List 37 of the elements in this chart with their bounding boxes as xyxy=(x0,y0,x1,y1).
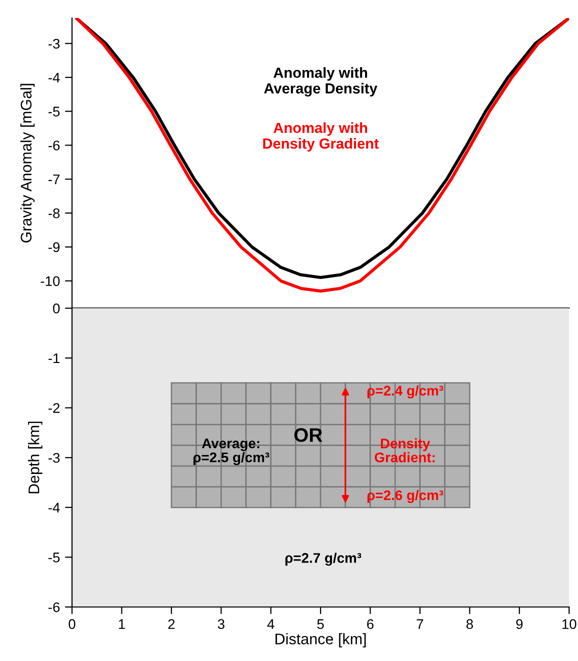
y-tick-label: 0 xyxy=(53,304,60,314)
y-tick-label: -9 xyxy=(48,242,60,252)
y-tick-label: -1 xyxy=(48,353,60,364)
annotation: ρ=2.4 g/cm³ xyxy=(367,385,444,398)
y-tick-label: -10 xyxy=(40,276,60,286)
annotation: Density Gradient: xyxy=(374,438,435,462)
x-tick-label: 5 xyxy=(317,619,324,630)
x-tick-label: 6 xyxy=(367,619,374,630)
annotation: ρ=2.6 g/cm³ xyxy=(367,490,444,503)
x-tick-label: 0 xyxy=(68,619,76,630)
y-axis-title: Gravity Anomaly [mGal] xyxy=(20,84,35,242)
x-axis-title: Distance [km] xyxy=(276,633,366,648)
y-tick-label: -6 xyxy=(48,602,60,612)
x-tick-label: 9 xyxy=(516,619,523,630)
y-tick-label: -2 xyxy=(48,403,60,413)
x-tick-label: 7 xyxy=(416,619,424,629)
annotation: Average: ρ=2.5 g/cm³ xyxy=(193,438,270,466)
x-tick-label: 8 xyxy=(466,619,473,630)
y-tick-label: -3 xyxy=(48,452,60,463)
text: Anomaly with Average Density xyxy=(264,67,378,97)
annotation: ρ=2.7 g/cm³ xyxy=(285,552,362,566)
y-tick-label: -7 xyxy=(48,174,60,184)
x-tick-label: 3 xyxy=(218,619,224,630)
x-tick-label: 4 xyxy=(267,619,274,629)
annotation: OR xyxy=(294,428,322,442)
y-tick-label: -4 xyxy=(48,502,60,512)
text: Anomaly with Density Gradient xyxy=(263,122,379,152)
y-tick-label: -8 xyxy=(48,208,60,218)
y-tick-label: -3 xyxy=(48,38,60,49)
x-tick-label: 1 xyxy=(118,619,125,629)
x-tick-label: 2 xyxy=(168,619,175,629)
y-tick-label: -5 xyxy=(48,552,60,562)
x-tick-label: 10 xyxy=(562,619,576,630)
y-tick-label: -4 xyxy=(48,72,60,82)
y-tick-label: -5 xyxy=(48,106,60,116)
y-tick-label: -6 xyxy=(48,140,60,150)
y-axis-title: Depth [km] xyxy=(28,422,42,494)
